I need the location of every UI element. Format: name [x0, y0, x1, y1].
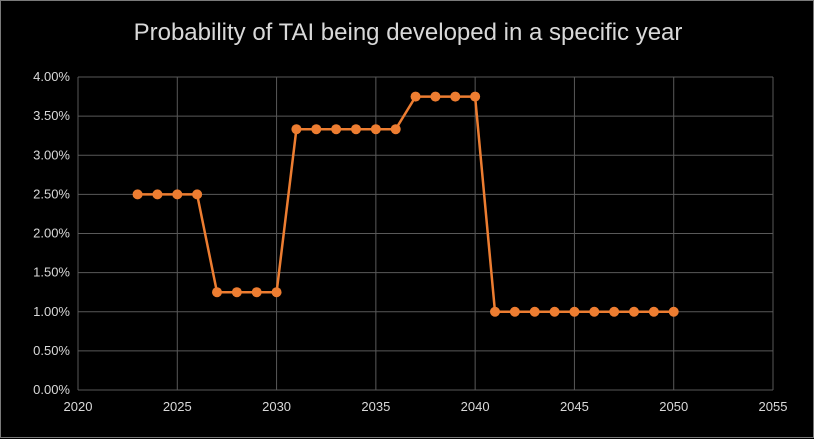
data-point — [251, 287, 262, 298]
data-point — [629, 306, 639, 317]
data-point — [569, 306, 580, 317]
data-point — [490, 306, 500, 317]
data-point — [152, 189, 163, 200]
x-tick-label: 2035 — [361, 399, 390, 414]
data-point — [231, 287, 242, 298]
data-point — [351, 124, 361, 135]
y-tick-label: 3.00% — [33, 147, 70, 162]
y-tick-label: 4.00% — [33, 69, 70, 84]
data-point — [529, 306, 540, 317]
data-point — [311, 124, 322, 135]
data-point — [450, 91, 461, 102]
data-point — [509, 306, 520, 317]
data-point — [172, 189, 183, 200]
data-point — [331, 124, 342, 135]
y-tick-label: 2.50% — [33, 186, 70, 201]
y-tick-label: 1.50% — [33, 265, 70, 280]
y-tick-label: 0.00% — [33, 382, 70, 397]
data-point — [212, 287, 222, 298]
x-tick-label: 2050 — [659, 399, 688, 414]
data-point — [589, 306, 600, 317]
x-tick-label: 2025 — [163, 399, 192, 414]
data-point — [668, 306, 679, 317]
data-point — [291, 124, 302, 135]
y-tick-label: 0.50% — [33, 343, 70, 358]
data-point — [648, 306, 659, 317]
data-point — [609, 306, 620, 317]
x-tick-label: 2020 — [64, 399, 93, 414]
y-tick-label: 3.50% — [33, 108, 70, 123]
series-line — [137, 95, 674, 314]
data-point — [549, 306, 560, 317]
data-point — [410, 91, 421, 102]
x-tick-label: 2055 — [759, 399, 788, 414]
x-tick-label: 2045 — [560, 399, 589, 414]
y-tick-label: 2.00% — [33, 226, 70, 241]
data-point — [430, 91, 441, 102]
data-point — [470, 91, 481, 102]
data-point — [370, 124, 381, 135]
data-point — [192, 189, 203, 200]
data-point — [390, 124, 401, 135]
chart-title: Probability of TAI being developed in a … — [133, 19, 683, 46]
x-tick-label: 2030 — [262, 399, 291, 414]
y-tick-label: 1.00% — [33, 304, 70, 319]
x-tick-label: 2040 — [461, 399, 490, 414]
data-point — [132, 189, 143, 200]
data-point — [271, 287, 282, 298]
